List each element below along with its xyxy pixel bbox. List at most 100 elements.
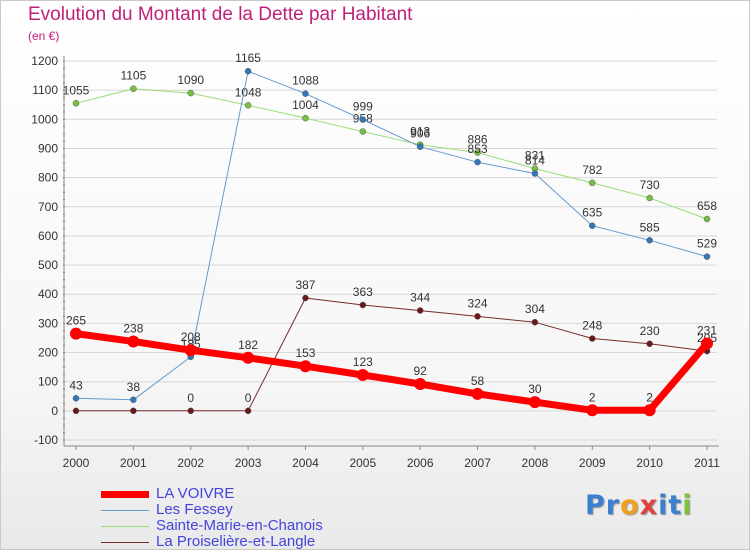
data-point <box>474 313 481 320</box>
y-tick-label: 800 <box>38 171 58 185</box>
y-tick-label: 600 <box>38 229 58 243</box>
data-point <box>359 116 367 123</box>
data-point <box>528 396 541 409</box>
y-tick-label: 200 <box>38 346 58 360</box>
legend-swatch <box>101 541 149 543</box>
data-point <box>299 360 312 373</box>
x-tick-label: 2007 <box>464 456 491 470</box>
legend-label: La Proiselière-et-Langle <box>156 533 316 550</box>
legend-swatch <box>101 525 149 527</box>
data-point <box>359 301 367 309</box>
proxiti-logo: Proxiti <box>585 490 693 521</box>
logo-letter: x <box>639 490 659 521</box>
data-point <box>416 143 424 150</box>
y-tick-label: 900 <box>38 141 58 155</box>
logo-letter: i <box>658 490 669 521</box>
data-label: 248 <box>582 319 602 333</box>
data-point <box>72 407 80 415</box>
data-label: 782 <box>582 163 602 177</box>
series-line <box>75 88 708 220</box>
data-point <box>531 170 539 177</box>
data-point <box>127 335 140 348</box>
data-label: 906 <box>410 127 430 141</box>
data-label: 1088 <box>292 74 319 88</box>
data-point <box>184 344 197 357</box>
data-point <box>130 407 137 415</box>
data-point <box>589 179 596 187</box>
data-label: 265 <box>66 314 86 328</box>
data-label: 2 <box>589 390 596 404</box>
data-label: 814 <box>525 154 545 168</box>
data-label: 182 <box>238 338 258 352</box>
data-point <box>302 114 309 122</box>
data-label: 730 <box>640 178 660 192</box>
data-point <box>589 222 596 229</box>
data-label: 886 <box>468 133 488 147</box>
data-point <box>130 396 137 404</box>
data-label: 208 <box>181 330 201 344</box>
x-tick-label: 2000 <box>63 456 90 470</box>
legend-label: Sainte-Marie-en-Chanois <box>156 517 323 534</box>
chart-title: Evolution du Montant de la Dette par Hab… <box>28 4 413 25</box>
data-label: 999 <box>353 100 373 114</box>
y-tick-label: 100 <box>38 375 58 389</box>
logo-letter: o <box>620 490 640 521</box>
data-label: 230 <box>640 324 660 338</box>
logo-letter: i <box>682 490 693 521</box>
y-tick-label: 1100 <box>32 83 58 97</box>
x-tick-label: 2011 <box>694 456 720 470</box>
data-label: 0 <box>245 391 252 405</box>
x-tick-label: 2006 <box>407 456 434 470</box>
data-label: 1004 <box>292 98 319 112</box>
data-point <box>703 253 711 260</box>
data-point <box>244 67 252 75</box>
data-point <box>187 407 194 415</box>
data-label: 363 <box>353 285 373 299</box>
data-label: 153 <box>295 346 315 360</box>
x-tick-label: 2005 <box>349 456 376 470</box>
data-label: 0 <box>187 391 194 405</box>
logo-letter: P <box>585 490 606 521</box>
data-label: 231 <box>697 324 717 338</box>
data-point <box>244 407 252 415</box>
data-label: 344 <box>410 291 430 305</box>
data-label: 913 <box>410 125 430 139</box>
series-line <box>75 297 708 412</box>
data-point <box>70 327 82 340</box>
legend-label: LA VOIVRE <box>156 485 235 502</box>
data-point <box>356 368 369 381</box>
x-tick-label: 2001 <box>120 456 147 470</box>
y-tick-label: 1000 <box>31 112 58 126</box>
data-point <box>703 215 711 223</box>
data-label: 1048 <box>235 85 262 99</box>
x-tick-label: 2008 <box>522 456 549 470</box>
data-point <box>643 404 656 417</box>
data-point <box>130 85 137 92</box>
series-line <box>75 70 708 401</box>
data-point <box>72 100 80 107</box>
data-label: 1165 <box>235 51 261 65</box>
legend-swatch <box>101 509 149 511</box>
data-label: 529 <box>697 237 717 251</box>
legend-item: LA VOIVRE <box>101 486 401 502</box>
data-label: 658 <box>697 199 717 213</box>
data-point <box>474 149 481 156</box>
data-label: 635 <box>582 206 602 220</box>
data-point <box>359 128 367 135</box>
data-label: 30 <box>528 382 542 396</box>
data-point <box>531 318 539 326</box>
data-point <box>471 387 484 400</box>
data-point <box>72 395 80 402</box>
data-label: 831 <box>525 149 545 163</box>
data-label: 1055 <box>63 83 90 97</box>
y-tick-label: 0 <box>51 404 58 418</box>
data-label: 238 <box>123 321 143 335</box>
data-label: 853 <box>468 142 488 156</box>
data-point <box>646 194 653 202</box>
chart-unit-label: (en €) <box>28 29 60 43</box>
data-label: 58 <box>471 374 485 388</box>
data-label: 43 <box>69 378 83 392</box>
y-tick-label: 400 <box>38 287 58 301</box>
data-point <box>586 404 599 417</box>
data-point <box>302 90 309 97</box>
